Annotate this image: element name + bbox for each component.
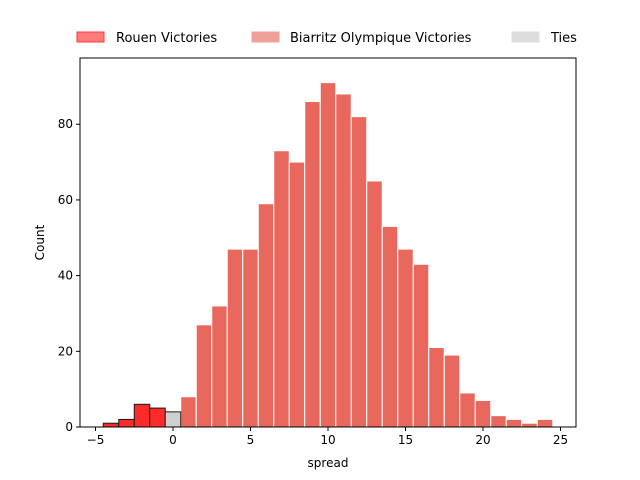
x-axis: −5 0 5 10 15 20 25 — [87, 427, 568, 447]
x-tick-label: −5 — [87, 433, 105, 447]
x-tick-label: 25 — [553, 433, 568, 447]
legend-swatch — [251, 31, 280, 43]
bar-biarritz-olympique-victories-1 — [195, 324, 213, 428]
legend-label: Rouen Victories — [116, 31, 217, 46]
bar-biarritz-olympique-victories-6 — [273, 150, 290, 428]
bar-biarritz-olympique-victories-2 — [211, 305, 228, 428]
x-tick-label: 10 — [320, 433, 335, 447]
y-tick-label: 20 — [58, 344, 73, 358]
x-tick-label: 0 — [169, 433, 177, 447]
bar-biarritz-olympique-victories-20 — [490, 415, 507, 428]
bar-biarritz-olympique-victories-19 — [474, 400, 492, 428]
y-axis: 0 20 40 60 80 — [58, 117, 80, 434]
bar-rouen-victories-0 — [102, 422, 120, 428]
bar-biarritz-olympique-victories-14 — [397, 248, 414, 428]
bar-biarritz-olympique-victories-16 — [428, 347, 445, 428]
legend-swatch — [511, 31, 540, 43]
bar-biarritz-olympique-victories-4 — [242, 248, 259, 428]
histogram-bars — [102, 82, 554, 428]
bar-ties-0 — [164, 411, 182, 428]
y-tick-label: 80 — [58, 117, 73, 131]
bar-biarritz-olympique-victories-12 — [366, 180, 383, 428]
bar-biarritz-olympique-victories-3 — [226, 248, 244, 428]
bar-biarritz-olympique-victories-17 — [443, 354, 461, 428]
bar-biarritz-olympique-victories-22 — [521, 422, 538, 428]
x-tick-label: 20 — [475, 433, 490, 447]
y-axis-label: Count — [33, 224, 47, 260]
bar-biarritz-olympique-victories-10 — [335, 93, 352, 428]
chart-legend: Rouen Victories Biarritz Olympique Victor… — [76, 31, 577, 46]
bar-biarritz-olympique-victories-13 — [381, 225, 399, 428]
bar-biarritz-olympique-victories-21 — [505, 418, 523, 428]
bar-biarritz-olympique-victories-15 — [412, 263, 430, 428]
y-tick-label: 0 — [65, 420, 73, 434]
x-tick-label: 5 — [247, 433, 255, 447]
bar-biarritz-olympique-victories-9 — [319, 82, 337, 428]
legend-label: Ties — [550, 31, 577, 46]
x-tick-label: 15 — [398, 433, 413, 447]
bar-biarritz-olympique-victories-11 — [350, 116, 368, 428]
bar-biarritz-olympique-victories-7 — [288, 161, 306, 428]
bar-rouen-victories-2 — [133, 403, 151, 428]
bar-rouen-victories-3 — [149, 407, 166, 428]
bar-biarritz-olympique-victories-8 — [304, 101, 321, 428]
bar-biarritz-olympique-victories-5 — [257, 203, 275, 428]
legend-label: Biarritz Olympique Victories — [290, 31, 472, 46]
y-tick-label: 60 — [58, 193, 73, 207]
legend-swatch — [76, 31, 105, 43]
y-tick-label: 40 — [58, 269, 73, 283]
bar-rouen-victories-1 — [118, 418, 135, 428]
bar-biarritz-olympique-victories-23 — [536, 418, 554, 428]
x-axis-label: spread — [308, 456, 349, 470]
bar-biarritz-olympique-victories-0 — [180, 396, 197, 428]
bar-biarritz-olympique-victories-18 — [459, 392, 476, 428]
